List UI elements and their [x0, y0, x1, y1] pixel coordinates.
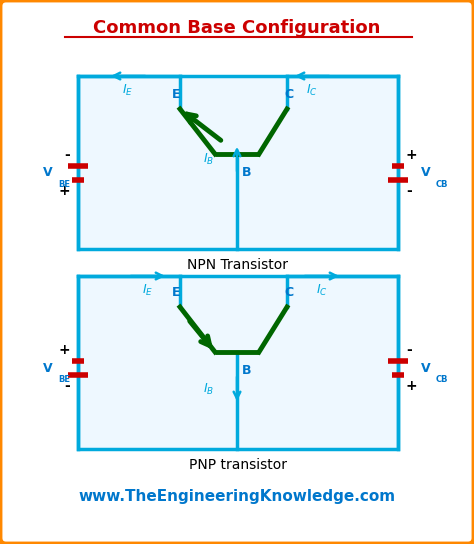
Text: V: V: [421, 362, 431, 374]
Text: CB: CB: [436, 180, 448, 189]
Text: V: V: [43, 166, 53, 180]
Text: -: -: [64, 148, 70, 162]
Text: -: -: [406, 184, 412, 198]
Text: $I_C$: $I_C$: [306, 83, 318, 97]
Text: $I_E$: $I_E$: [122, 83, 134, 97]
Text: +: +: [406, 148, 418, 162]
Bar: [78, 76, 398, 249]
Text: -: -: [406, 343, 412, 357]
Text: PNP transistor: PNP transistor: [189, 458, 287, 472]
Text: BE: BE: [58, 180, 70, 189]
Text: V: V: [421, 166, 431, 180]
Text: C: C: [284, 286, 293, 299]
Text: BE: BE: [58, 375, 70, 384]
Text: $I_E$: $I_E$: [142, 282, 154, 298]
Text: +: +: [58, 343, 70, 357]
Text: E: E: [172, 286, 180, 299]
Text: E: E: [172, 88, 180, 101]
Text: +: +: [58, 184, 70, 198]
Text: $I_B$: $I_B$: [203, 151, 215, 166]
Text: -: -: [64, 379, 70, 393]
Text: B: B: [242, 363, 252, 376]
Text: C: C: [284, 88, 293, 101]
Text: CB: CB: [436, 375, 448, 384]
Text: www.TheEngineeringKnowledge.com: www.TheEngineeringKnowledge.com: [78, 489, 396, 504]
Text: B: B: [242, 165, 252, 178]
Text: $I_C$: $I_C$: [316, 282, 328, 298]
Bar: [78, 276, 398, 449]
Text: +: +: [406, 379, 418, 393]
Text: Common Base Configuration: Common Base Configuration: [93, 19, 381, 37]
Text: NPN Transistor: NPN Transistor: [188, 258, 289, 272]
Text: V: V: [43, 362, 53, 374]
Text: $I_B$: $I_B$: [203, 381, 215, 397]
